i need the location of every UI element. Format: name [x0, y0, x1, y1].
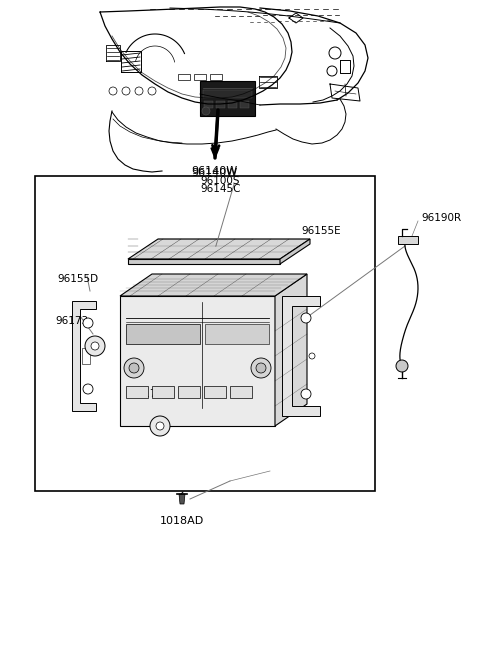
Polygon shape	[126, 386, 148, 398]
Polygon shape	[203, 90, 252, 98]
Text: 96173: 96173	[55, 316, 88, 326]
Polygon shape	[275, 274, 307, 426]
Circle shape	[309, 353, 315, 359]
Text: 96100S: 96100S	[200, 176, 240, 186]
Text: 96155D: 96155D	[57, 274, 98, 284]
Polygon shape	[216, 101, 225, 108]
Polygon shape	[126, 324, 200, 344]
Circle shape	[396, 360, 408, 372]
Polygon shape	[240, 101, 249, 108]
Polygon shape	[280, 239, 310, 264]
Circle shape	[91, 342, 99, 350]
Polygon shape	[82, 348, 90, 364]
Circle shape	[124, 358, 144, 378]
Text: 96155E: 96155E	[301, 226, 341, 236]
Text: 96145C: 96145C	[200, 184, 240, 194]
Polygon shape	[120, 296, 275, 426]
Circle shape	[202, 107, 210, 115]
Polygon shape	[178, 386, 200, 398]
Polygon shape	[228, 101, 237, 108]
Polygon shape	[282, 296, 320, 416]
Polygon shape	[120, 274, 307, 296]
Circle shape	[83, 384, 93, 394]
Circle shape	[129, 363, 139, 373]
Text: 96190R: 96190R	[421, 213, 461, 223]
Polygon shape	[179, 494, 185, 504]
Polygon shape	[200, 81, 255, 116]
Circle shape	[156, 422, 164, 430]
Circle shape	[301, 389, 311, 399]
Polygon shape	[205, 324, 269, 344]
Text: 96140W: 96140W	[191, 168, 237, 178]
Circle shape	[83, 318, 93, 328]
Polygon shape	[128, 239, 310, 259]
Text: 1018AD: 1018AD	[160, 516, 204, 526]
Polygon shape	[204, 101, 213, 108]
Text: 96140W: 96140W	[191, 166, 237, 176]
Text: 96173: 96173	[130, 389, 163, 399]
Circle shape	[301, 313, 311, 323]
Polygon shape	[398, 236, 418, 244]
Circle shape	[150, 416, 170, 436]
Circle shape	[256, 363, 266, 373]
Polygon shape	[204, 386, 226, 398]
Polygon shape	[211, 148, 219, 158]
Circle shape	[251, 358, 271, 378]
Polygon shape	[72, 301, 96, 411]
Circle shape	[85, 336, 105, 356]
Polygon shape	[128, 259, 280, 264]
Polygon shape	[230, 386, 252, 398]
Polygon shape	[152, 386, 174, 398]
